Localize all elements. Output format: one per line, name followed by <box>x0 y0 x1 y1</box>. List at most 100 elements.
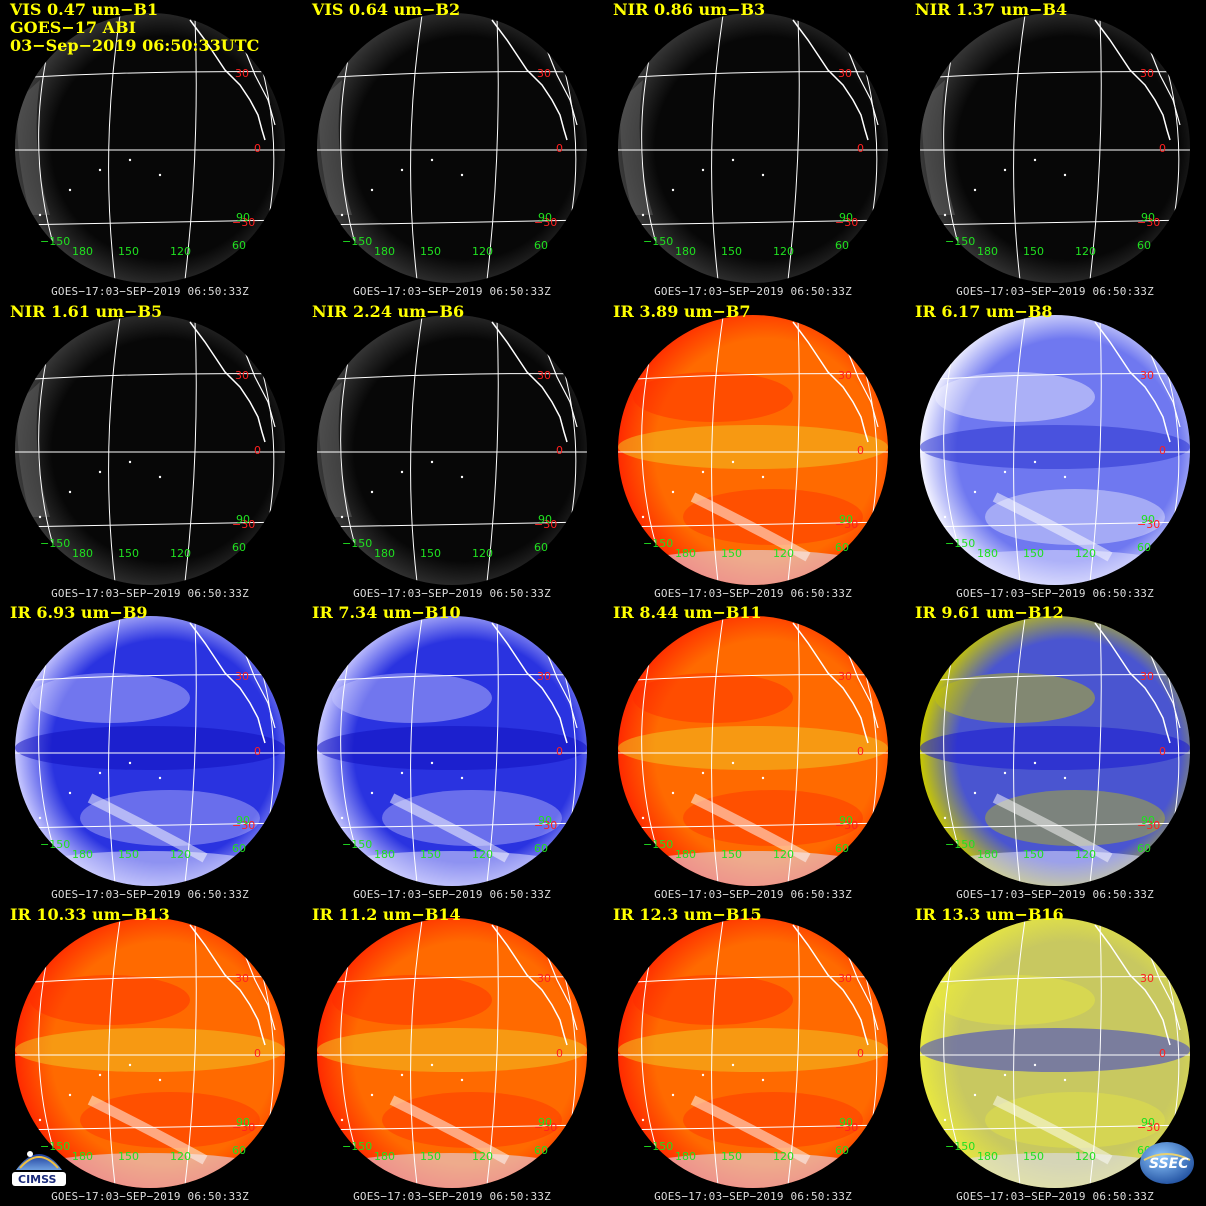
lon-label: 150 <box>118 848 139 861</box>
lat-label: −30 <box>534 216 557 229</box>
lat-label: 0 <box>556 1047 563 1060</box>
lon-label: 180 <box>374 848 395 861</box>
lon-label: 150 <box>118 245 139 258</box>
panel-footer-label: GOES−17:03−SEP−2019 06:50:33Z <box>51 1190 249 1203</box>
lon-label: 180 <box>374 245 395 258</box>
lat-label: 30 <box>838 369 852 382</box>
band-title: IR 6.17 um−B8 <box>915 302 1053 321</box>
lon-label: 180 <box>374 1150 395 1163</box>
band-panel: 30 0 −30 −150 180 150 120 60 90 IR 11.2 um−B14 GOE… <box>302 905 602 1205</box>
lat-label: 30 <box>537 67 551 80</box>
band-title: IR 7.34 um−B10 <box>312 603 461 622</box>
lon-label: −150 <box>945 1140 975 1153</box>
band-title: NIR 0.86 um−B3 <box>613 0 766 19</box>
lon-label: 150 <box>420 848 441 861</box>
panel-footer-label: GOES−17:03−SEP−2019 06:50:33Z <box>51 285 249 298</box>
lon-label: −150 <box>40 838 70 851</box>
earth-disk <box>317 315 587 585</box>
lon-label: −150 <box>643 838 673 851</box>
lon-label: 60 <box>534 541 548 554</box>
band-panel: 30 0 −30 −150 180 150 120 60 90 NIR 1.61 um−B5 GOE… <box>0 302 300 602</box>
lat-label: 30 <box>235 972 249 985</box>
lat-label: 0 <box>254 142 261 155</box>
lat-label: 0 <box>254 444 261 457</box>
band-title: IR 10.33 um−B13 <box>10 905 170 924</box>
lon-label: 90 <box>839 814 853 827</box>
lon-label: 120 <box>170 1150 191 1163</box>
lat-label: 0 <box>254 1047 261 1060</box>
lon-label: −150 <box>342 235 372 248</box>
earth-disk <box>920 13 1190 283</box>
lon-label: 60 <box>835 541 849 554</box>
lon-label: −150 <box>342 1140 372 1153</box>
satellite-label: GOES−17 ABI <box>10 18 137 37</box>
band-title: IR 13.3 um−B16 <box>915 905 1064 924</box>
lon-label: 120 <box>472 245 493 258</box>
lon-label: 90 <box>236 211 250 224</box>
lon-label: 150 <box>118 1150 139 1163</box>
lat-label: −30 <box>835 1121 858 1134</box>
panel-footer-label: GOES−17:03−SEP−2019 06:50:33Z <box>51 888 249 901</box>
lon-label: 60 <box>232 1144 246 1157</box>
lon-label: 120 <box>773 1150 794 1163</box>
band-title: IR 9.61 um−B12 <box>915 603 1064 622</box>
lat-label: −30 <box>1137 216 1160 229</box>
lon-label: 60 <box>232 842 246 855</box>
lat-label: 30 <box>537 369 551 382</box>
panel-footer-label: GOES−17:03−SEP−2019 06:50:33Z <box>956 1190 1154 1203</box>
lat-label: −30 <box>534 518 557 531</box>
lon-label: 120 <box>170 547 191 560</box>
lat-label: −30 <box>232 216 255 229</box>
band-panel: 30 0 −30 −150 180 150 120 60 90 VIS 0.47 um−B1 GOE… <box>0 0 300 300</box>
lat-label: 0 <box>857 444 864 457</box>
lon-label: 90 <box>538 513 552 526</box>
lat-label: −30 <box>1137 518 1160 531</box>
lon-label: 60 <box>232 541 246 554</box>
lon-label: 120 <box>472 1150 493 1163</box>
lon-label: 150 <box>1023 547 1044 560</box>
lon-label: 150 <box>721 547 742 560</box>
band-panel: 30 0 −30 −150 180 150 120 60 90 IR 8.44 um−B11 GOE… <box>603 603 903 903</box>
lon-label: 180 <box>977 245 998 258</box>
panel-footer-label: GOES−17:03−SEP−2019 06:50:33Z <box>956 888 1154 901</box>
lon-label: 90 <box>236 1116 250 1129</box>
lon-label: 180 <box>72 848 93 861</box>
band-panel: 30 0 −30 −150 180 150 120 60 90 IR 6.17 um−B8 GOES… <box>905 302 1205 602</box>
lon-label: 120 <box>773 245 794 258</box>
lon-label: 120 <box>1075 245 1096 258</box>
lon-label: 180 <box>675 547 696 560</box>
lon-label: 60 <box>534 842 548 855</box>
lat-label: 0 <box>556 142 563 155</box>
lon-label: −150 <box>342 838 372 851</box>
earth-disk <box>618 13 888 283</box>
lat-label: 0 <box>857 142 864 155</box>
lat-label: 0 <box>1159 1047 1166 1060</box>
lon-label: 60 <box>1137 541 1151 554</box>
lat-label: −30 <box>1137 1121 1160 1134</box>
lon-label: 60 <box>835 842 849 855</box>
lat-label: 30 <box>537 972 551 985</box>
lon-label: −150 <box>40 537 70 550</box>
cimss-logo: CIMSS <box>10 1136 68 1188</box>
lon-label: 120 <box>773 848 794 861</box>
band-title: IR 6.93 um−B9 <box>10 603 148 622</box>
lon-label: 90 <box>236 513 250 526</box>
lon-label: −150 <box>643 1140 673 1153</box>
band-title: VIS 0.47 um−B1 <box>10 0 159 19</box>
earth-disk <box>15 315 285 585</box>
lon-label: 180 <box>72 1150 93 1163</box>
lon-label: 90 <box>236 814 250 827</box>
band-title: IR 11.2 um−B14 <box>312 905 461 924</box>
earth-disk <box>317 13 587 283</box>
lat-label: 0 <box>857 745 864 758</box>
lon-label: 180 <box>72 245 93 258</box>
lat-label: −30 <box>835 216 858 229</box>
band-title: VIS 0.64 um−B2 <box>312 0 461 19</box>
panel-footer-label: GOES−17:03−SEP−2019 06:50:33Z <box>353 1190 551 1203</box>
panel-footer-label: GOES−17:03−SEP−2019 06:50:33Z <box>353 587 551 600</box>
timestamp-label: 03−Sep−2019 06:50:33UTC <box>10 36 260 55</box>
cimss-logo-text: CIMSS <box>18 1173 57 1186</box>
lat-label: 0 <box>857 1047 864 1060</box>
lon-label: 120 <box>170 245 191 258</box>
